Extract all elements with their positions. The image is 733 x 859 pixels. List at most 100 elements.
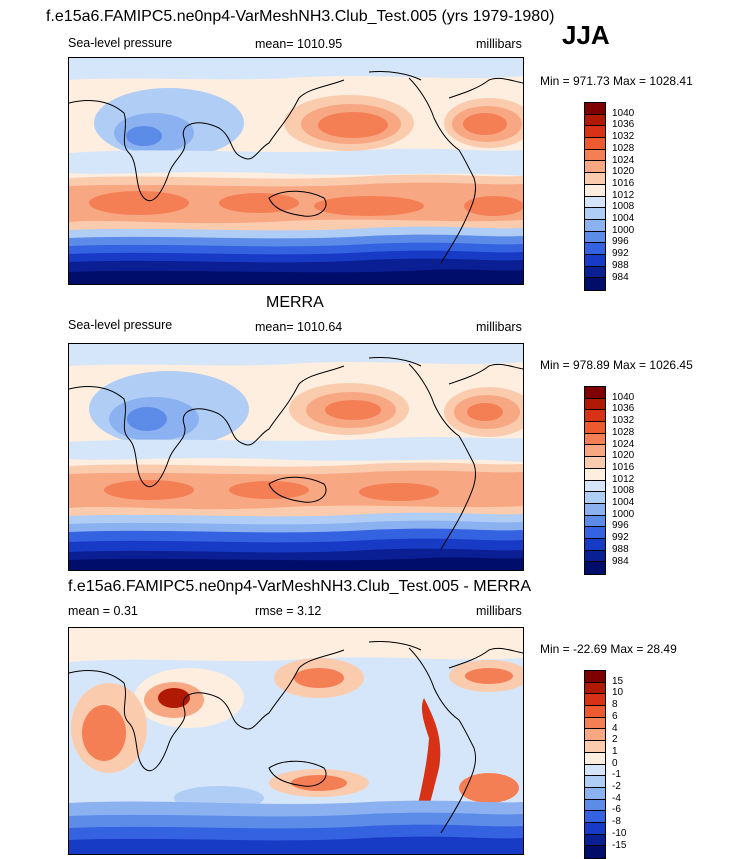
- colorbar-swatch: [585, 515, 605, 528]
- mean-label: mean = 0.31: [68, 604, 138, 618]
- colorbar-swatch: [585, 398, 605, 411]
- colorbar-swatch: [585, 196, 605, 209]
- colorbar-tick-label: 10: [612, 687, 624, 699]
- colorbar-swatch: [585, 231, 605, 244]
- colorbar-swatch: [585, 787, 605, 800]
- colorbar-swatch: [585, 846, 605, 858]
- colorbar-tick-label: -2: [612, 781, 621, 792]
- colorbar-tick-label: 1000: [612, 224, 635, 236]
- colorbar-tick-label: -15: [612, 839, 627, 851]
- colorbar-swatch: [585, 776, 605, 788]
- colorbar-swatch: [585, 254, 605, 267]
- colorbar-swatch: [585, 114, 605, 127]
- colorbar-swatch: [585, 387, 605, 399]
- colorbar-swatch: [585, 480, 605, 493]
- mean-label: mean= 1010.95: [255, 37, 343, 51]
- colorbar-swatch: [585, 694, 605, 707]
- colorbar-swatch: [585, 149, 605, 162]
- colorbar-swatch: [585, 764, 605, 777]
- colorbar-swatch: [585, 219, 605, 232]
- colorbar-tick-label: 992: [612, 532, 629, 544]
- rmse-label: rmse = 3.12: [255, 604, 322, 618]
- colorbar-tick-label: 1008: [612, 201, 635, 213]
- colorbar-tick-label: 1016: [612, 177, 635, 189]
- colorbar-tick-label: 1040: [612, 391, 635, 403]
- sea-level-pressure-map-model: [68, 57, 524, 285]
- colorbar-swatch: [585, 266, 605, 279]
- colorbar-tick-label: 1032: [612, 415, 635, 427]
- colorbar-tick-label: 0: [612, 757, 618, 769]
- colorbar-tick-label: -1: [612, 769, 621, 781]
- colorbar-tick-label: 988: [612, 259, 629, 271]
- units-label: millibars: [476, 37, 522, 51]
- season-label: JJA: [562, 20, 610, 50]
- colorbar-tick-label: 984: [612, 555, 629, 567]
- colorbar-tick-label: 1008: [612, 485, 635, 497]
- variable-label: Sea-level pressure: [68, 36, 173, 50]
- colorbar-tick-label: 4: [612, 722, 618, 734]
- colorbar-tick-label: 988: [612, 543, 629, 555]
- colorbar-swatch: [585, 682, 605, 695]
- colorbar-swatch: [585, 445, 605, 458]
- colorbar-swatch: [585, 433, 605, 446]
- colorbar-tick-label: 1016: [612, 461, 635, 473]
- colorbar-swatch: [585, 729, 605, 742]
- colorbar-tick-label: 2: [612, 734, 618, 746]
- colorbar: [584, 670, 606, 859]
- colorbar-tick-label: 992: [612, 248, 629, 260]
- colorbar-swatch: [585, 457, 605, 469]
- colorbar-swatch: [585, 410, 605, 423]
- colorbar-tick-label: 984: [612, 271, 629, 283]
- colorbar-swatch: [585, 538, 605, 551]
- colorbar-swatch: [585, 822, 605, 835]
- colorbar-swatch: [585, 422, 605, 434]
- colorbar-tick-label: 1012: [612, 473, 635, 485]
- page-title: f.e15a6.FAMIPC5.ne0np4-VarMeshNH3.Club_T…: [46, 8, 555, 25]
- colorbar-swatch: [585, 278, 605, 290]
- colorbar-swatch: [585, 799, 605, 812]
- panel-heading: f.e15a6.FAMIPC5.ne0np4-VarMeshNH3.Club_T…: [68, 578, 532, 595]
- colorbar-tick-label: 1028: [612, 142, 635, 154]
- colorbar-tick-label: -6: [612, 804, 621, 816]
- colorbar-tick-label: 1024: [612, 438, 635, 450]
- colorbar-tick-label: 1032: [612, 131, 635, 143]
- units-label: millibars: [476, 320, 522, 334]
- colorbar-swatch: [585, 208, 605, 220]
- colorbar-swatch: [585, 834, 605, 847]
- min-max-label: Min = 971.73 Max = 1028.41: [540, 74, 693, 88]
- colorbar-tick-label: 1004: [612, 497, 635, 508]
- colorbar-swatch: [585, 184, 605, 197]
- colorbar-tick-label: 1020: [612, 166, 635, 178]
- colorbar-tick-label: 1028: [612, 426, 635, 438]
- panel-heading: MERRA: [266, 294, 324, 311]
- colorbar-swatch: [585, 741, 605, 753]
- colorbar-swatch: [585, 243, 605, 255]
- colorbar-tick-label: 996: [612, 520, 629, 532]
- colorbar-tick-label: 996: [612, 236, 629, 248]
- colorbar-tick-label: 1024: [612, 154, 635, 166]
- colorbar: [584, 102, 606, 291]
- colorbar-swatch: [585, 492, 605, 504]
- units-label: millibars: [476, 604, 522, 618]
- colorbar-swatch: [585, 717, 605, 730]
- colorbar-tick-label: -10: [612, 827, 627, 839]
- sea-level-pressure-map-merra: [68, 343, 524, 571]
- colorbar-swatch: [585, 562, 605, 574]
- colorbar-swatch: [585, 752, 605, 765]
- colorbar-tick-label: 6: [612, 710, 618, 722]
- colorbar-swatch: [585, 161, 605, 174]
- colorbar-tick-label: 1: [612, 745, 618, 757]
- colorbar-swatch: [585, 527, 605, 539]
- colorbar: [584, 386, 606, 575]
- colorbar-tick-label: -8: [612, 816, 621, 828]
- colorbar-tick-label: 8: [612, 699, 618, 711]
- colorbar-swatch: [585, 550, 605, 563]
- colorbar-tick-label: 1040: [612, 107, 635, 119]
- colorbar-swatch: [585, 126, 605, 139]
- mean-label: mean= 1010.64: [255, 320, 343, 334]
- colorbar-swatch: [585, 103, 605, 115]
- variable-label: Sea-level pressure: [68, 318, 173, 332]
- colorbar-swatch: [585, 173, 605, 185]
- sea-level-pressure-difference-map: [68, 627, 524, 855]
- colorbar-swatch: [585, 138, 605, 150]
